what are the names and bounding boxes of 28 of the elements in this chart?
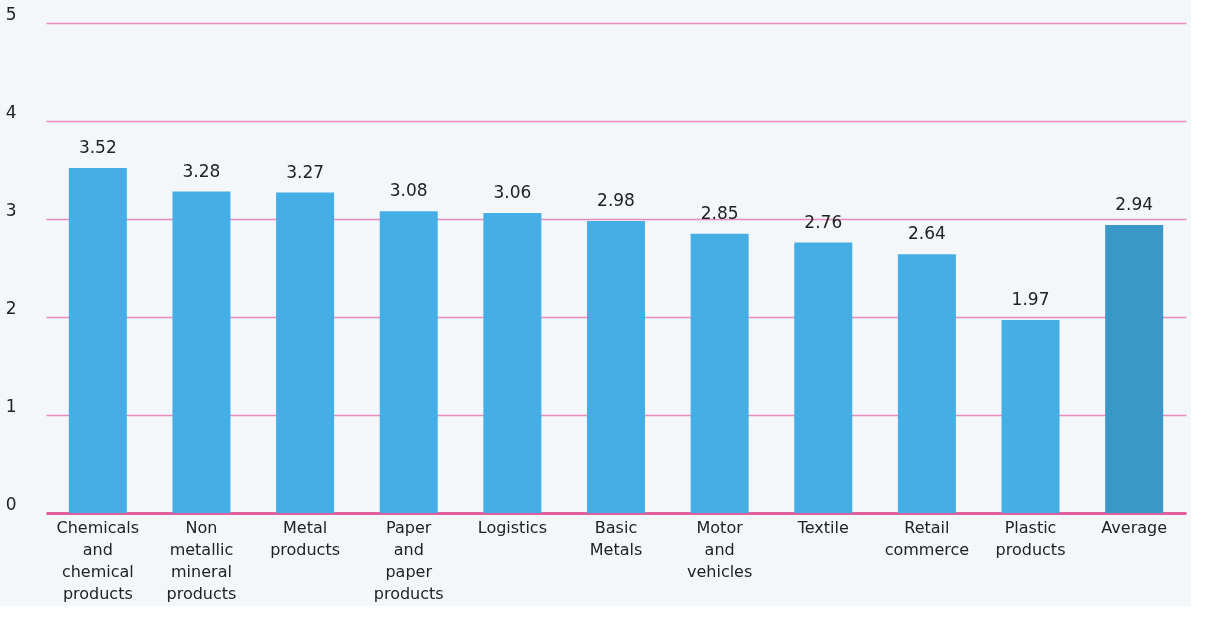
y-tick-label: 3 bbox=[5, 199, 17, 220]
y-tick-label: 2 bbox=[5, 297, 17, 318]
x-tick-label: Retail commerce bbox=[884, 517, 970, 559]
data-label: 3.27 bbox=[286, 161, 325, 182]
data-label: 2.76 bbox=[804, 211, 843, 232]
y-tick-label: 1 bbox=[5, 395, 17, 416]
data-label: 3.06 bbox=[493, 182, 532, 203]
x-tick-label: Average bbox=[1101, 517, 1168, 537]
y-tick-label: 0 bbox=[5, 493, 17, 514]
x-tick-label: Logistics bbox=[477, 517, 547, 537]
data-label: 3.52 bbox=[78, 137, 117, 158]
data-label: 1.97 bbox=[1011, 288, 1050, 309]
x-tick-label: Metal products bbox=[270, 517, 341, 559]
x-tick-label: Textile bbox=[796, 517, 849, 537]
y-tick-label: 5 bbox=[5, 3, 17, 24]
x-tick-label: Non metallic mineral products bbox=[166, 517, 237, 603]
data-label: 2.94 bbox=[1115, 193, 1154, 214]
x-tick-label: Paper and paper products bbox=[373, 517, 444, 603]
x-tick-label: Chemicals and chemical products bbox=[56, 517, 140, 603]
data-label: 2.64 bbox=[907, 223, 946, 244]
x-tick-label: Plastic products bbox=[995, 517, 1066, 559]
y-tick-label: 4 bbox=[5, 101, 17, 122]
data-label: 2.98 bbox=[597, 189, 635, 210]
x-tick-label: Basic Metals bbox=[589, 517, 643, 559]
data-label: 2.85 bbox=[700, 202, 739, 223]
data-label: 3.08 bbox=[389, 180, 428, 201]
x-tick-label: Motor and vehicles bbox=[686, 517, 753, 581]
data-label: 3.28 bbox=[182, 160, 221, 181]
